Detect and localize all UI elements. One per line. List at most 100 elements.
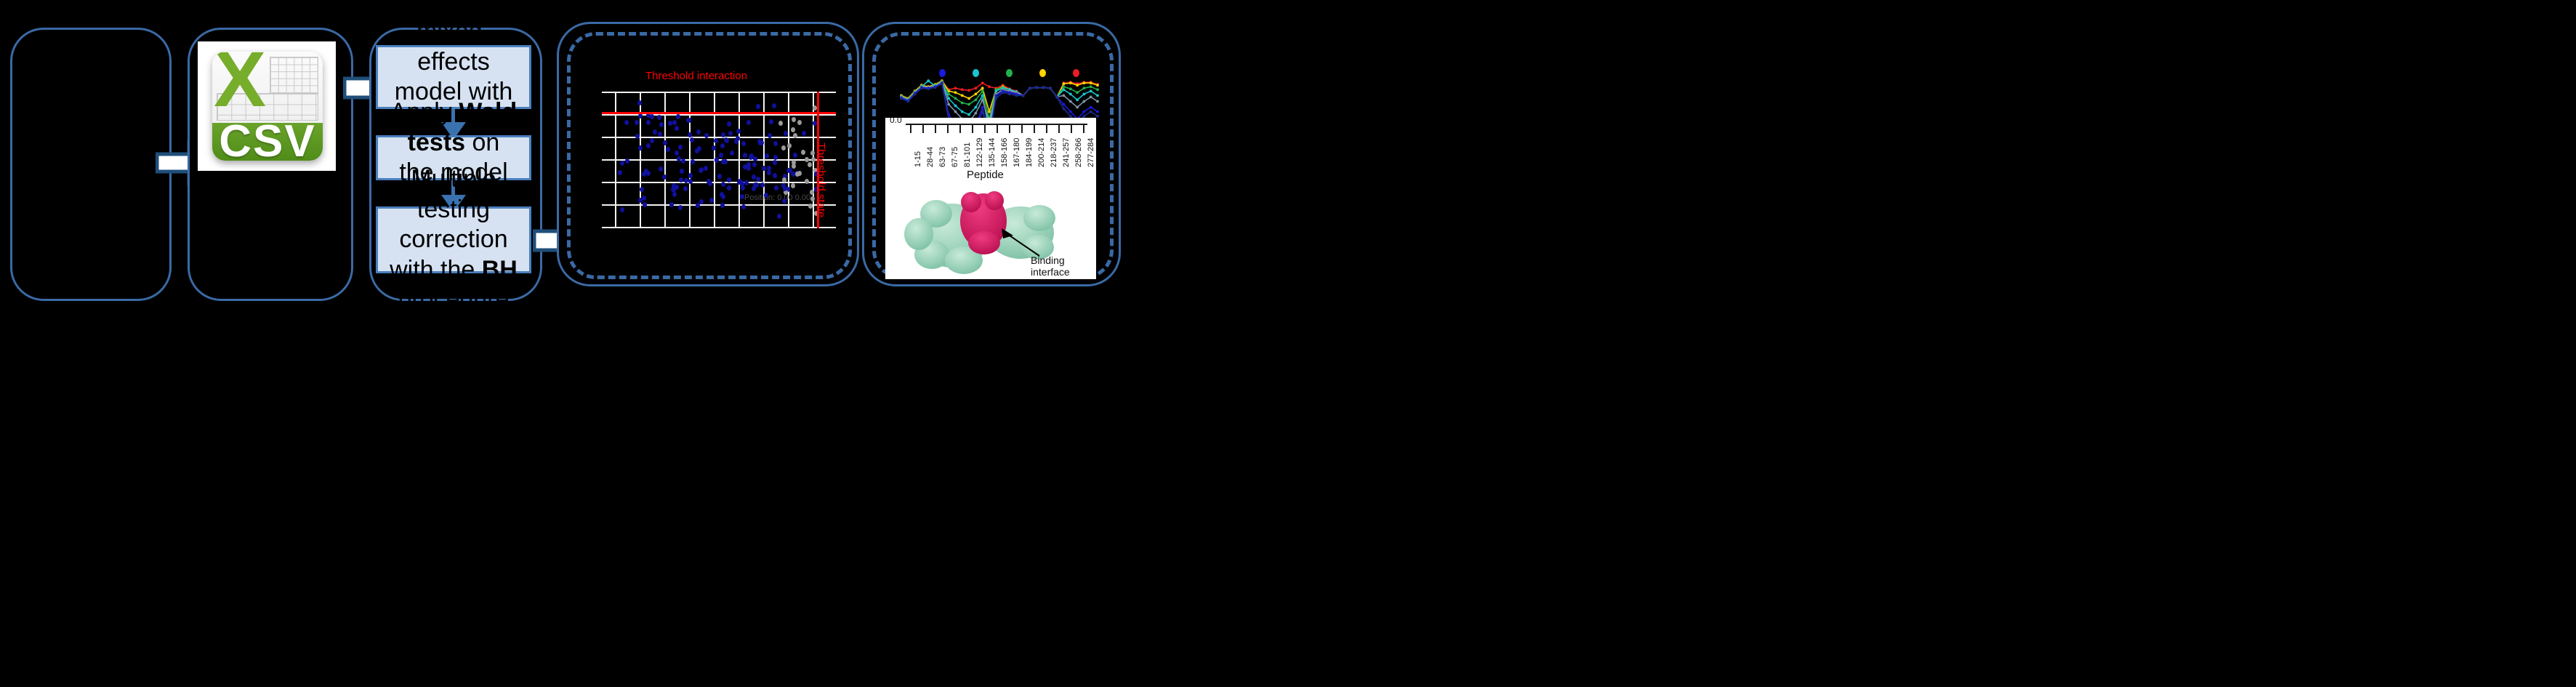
scatter-dot-significant [689,137,694,143]
scatter-dot-nonsignificant [800,150,805,156]
x-axis-title: Peptide [967,169,1004,181]
scatter-dot-significant [675,184,680,190]
scatter-dot-nonsignificant [784,190,789,196]
scatter-dot-significant [767,166,772,172]
line-marker [981,87,984,90]
flowbox-fit-model[interactable]: Fit a linear mixed- effects model with R… [376,0,531,166]
line-marker [1082,100,1086,103]
x-tick-label: 81-101 [963,142,972,167]
flowbox-line: with the [390,255,482,284]
x-axis-tick [959,125,961,133]
line-marker [967,97,970,100]
line-marker [974,92,978,96]
scatter-dot-significant [677,205,683,211]
scatter-dot-nonsignificant [782,177,786,183]
scatter-dot-significant [683,178,688,184]
scatter-dot-significant [688,173,693,179]
flowbox-multiple-testing[interactable]: Multiple testing correction with the BH … [376,165,531,313]
scatter-dot-significant [620,161,625,166]
scatter-dot-nonsignificant [805,156,810,162]
scatter-dot-significant [688,179,693,185]
gridline-h [602,182,836,183]
scatter-dot-significant [678,144,683,150]
scatter-dot-significant [736,136,741,142]
line-marker [967,103,970,106]
scatter-dot-significant [662,174,667,180]
line-marker [913,92,917,96]
scatter-dot-significant [637,100,643,105]
scatter-dot-significant [642,201,647,207]
line-marker [954,87,957,90]
scatter-dot-nonsignificant [810,156,816,162]
gridline-v [738,92,740,228]
scatter-dot-significant [768,132,773,138]
line-marker [1096,114,1099,118]
scatter-dot-significant [784,130,789,136]
line-marker [960,94,964,97]
scatter-dot-significant [659,166,664,172]
excel-x-glyph: X [214,52,267,123]
threshold-interaction-line [602,112,836,114]
scatter-dot-significant [768,118,773,124]
line-marker [1062,94,1066,97]
legend-dot-series-blue [939,69,946,77]
scatter-dot-nonsignificant [791,164,796,169]
scatter-dot-significant [671,186,676,192]
scatter-dot-nonsignificant [809,190,814,196]
scatter-dot-significant [756,177,761,182]
csv-label: CSV [219,116,316,161]
scatter-dot-nonsignificant [787,142,792,148]
line-marker [1035,86,1039,89]
x-tick-label: 184-199 [1025,137,1034,167]
line-marker [974,111,978,115]
gridline-h [602,114,836,116]
scatter-dot-significant [634,120,639,126]
line-marker [1068,81,1072,85]
x-axis-tick [1034,125,1035,133]
line-marker [1055,95,1058,99]
scatter-dot-significant [653,129,658,134]
line-marker [1062,103,1066,106]
scatter-dot-significant [646,170,651,176]
gridline-h [602,159,836,161]
threshold-interaction-label: Threshold interaction [645,70,748,82]
scatter-dot-significant [752,174,756,180]
annotation-line-2: interface [1031,266,1070,278]
scatter-dot-significant [774,185,779,190]
scatter-dot-nonsignificant [797,120,802,126]
line-marker [1089,110,1092,113]
scatter-dot-significant [728,131,733,137]
line-marker [1076,84,1079,87]
line-marker [1029,87,1031,90]
scatter-dot-significant [658,132,663,137]
scatter-dot-significant [721,181,726,187]
line-marker [1089,105,1092,109]
scatter-dot-significant [773,140,778,146]
scatter-dot-significant [756,104,761,109]
scatter-dot-significant [699,199,704,205]
line-marker [1068,87,1072,91]
scatter-dot-significant [619,207,624,213]
x-axis-tick [1009,125,1010,133]
x-tick-label: 28-44 [926,146,935,167]
line-marker [920,87,923,90]
scatter-dot-significant [625,158,630,164]
x-axis-ticks [906,125,1087,133]
line-marker [994,89,998,93]
scatter-dot-nonsignificant [791,127,795,133]
x-axis-line [906,124,1087,125]
scatter-dot-significant [640,187,645,192]
line-marker [981,81,984,85]
x-tick-label: 135-144 [988,137,997,167]
scatter-dot-significant [764,153,769,158]
annotation-leader-line [1005,232,1040,257]
x-axis-tick [972,125,973,133]
scatter-dot-significant [725,137,730,143]
scatter-dot-significant [675,150,680,156]
scatter-dot-significant [617,169,622,175]
line-marker [974,87,978,90]
scatter-dot-significant [814,186,819,192]
x-tick-label: 258-266 [1074,137,1083,167]
scatter-dot-significant [695,202,700,208]
x-axis-tick [1058,125,1060,133]
